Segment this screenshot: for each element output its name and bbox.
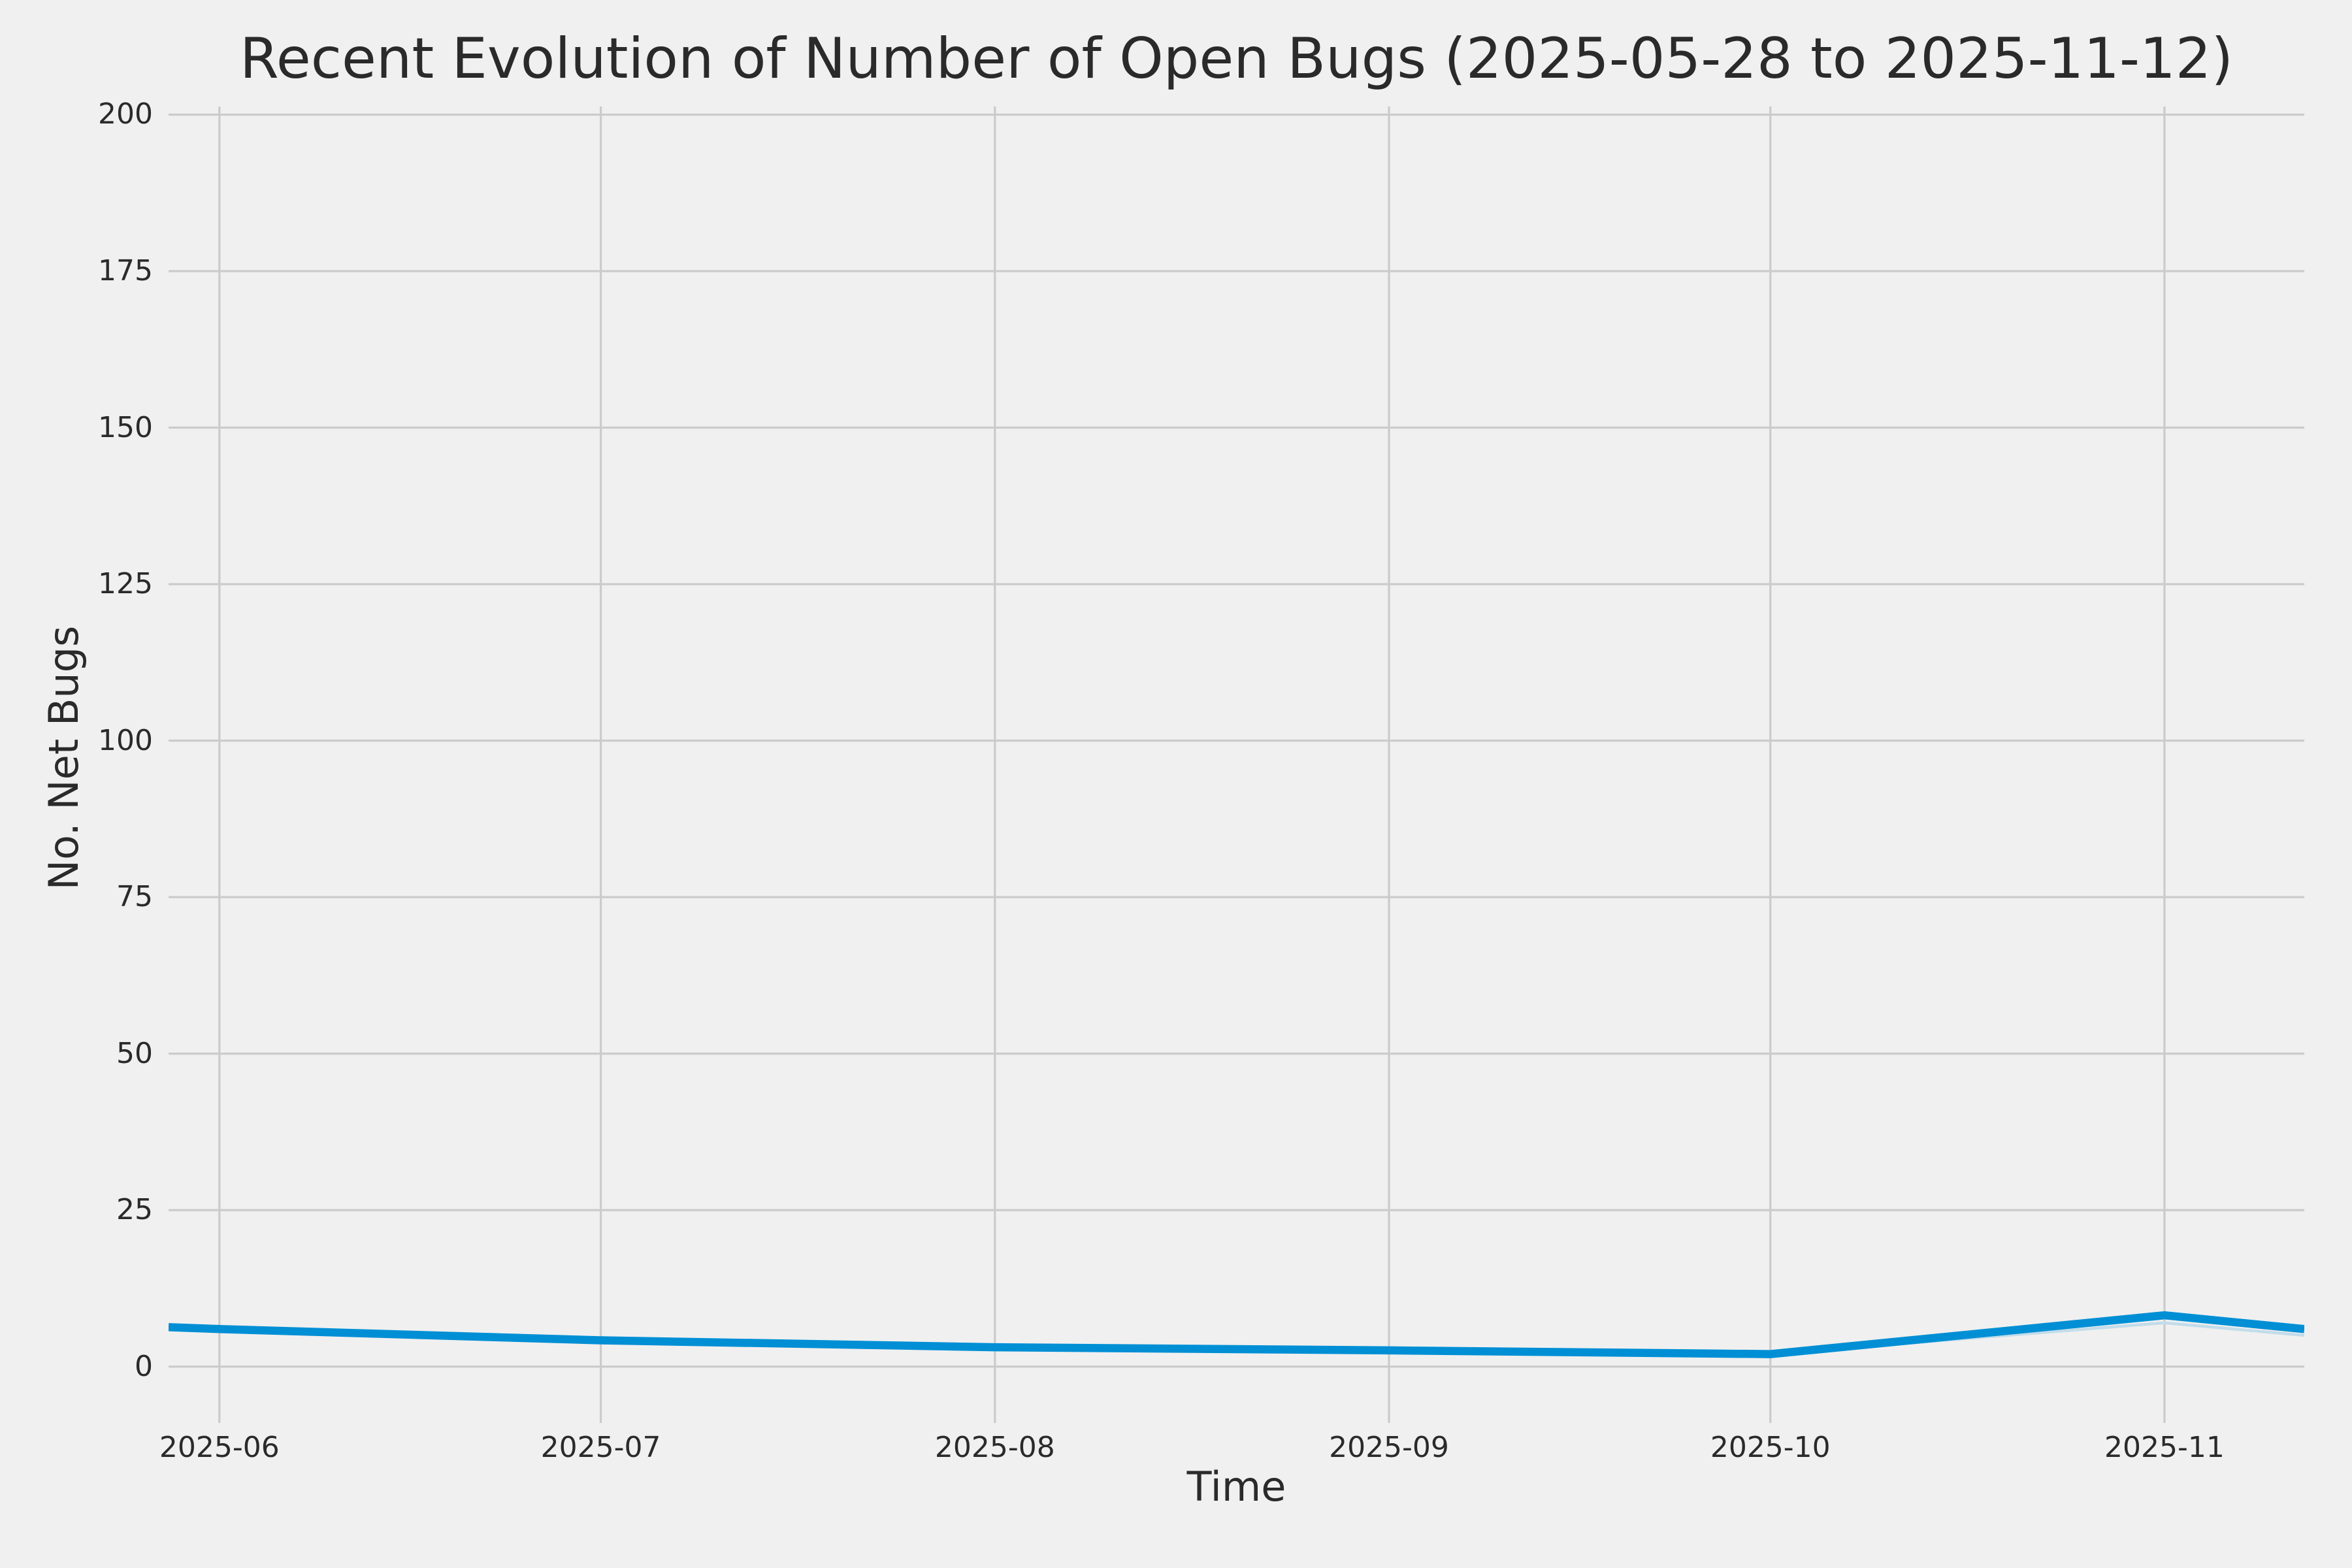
x-tick-label-2025-10: 2025-10 bbox=[1710, 1431, 1831, 1464]
vertical-gridlines bbox=[218, 106, 2166, 1423]
x-tick-label-2025-11: 2025-11 bbox=[2104, 1431, 2225, 1464]
x-tick-label-2025-06: 2025-06 bbox=[159, 1431, 280, 1464]
y-tick-label-25: 25 bbox=[116, 1193, 153, 1227]
x-tick-label-2025-09: 2025-09 bbox=[1329, 1431, 1449, 1464]
y-tick-label-200: 200 bbox=[98, 97, 153, 131]
line-series-group bbox=[169, 1311, 2304, 1358]
x-axis-label: Time bbox=[1186, 1463, 1286, 1511]
y-tick-label-100: 100 bbox=[98, 723, 153, 757]
y-tick-label-150: 150 bbox=[98, 410, 153, 444]
chart-title: Recent Evolution of Number of Open Bugs … bbox=[239, 26, 2234, 91]
y-tick-label-0: 0 bbox=[135, 1349, 153, 1383]
x-tick-label-2025-08: 2025-08 bbox=[934, 1431, 1055, 1464]
y-tick-label-125: 125 bbox=[98, 567, 153, 601]
y-axis-label: No. Net Bugs bbox=[40, 625, 88, 890]
x-tick-label-2025-07: 2025-07 bbox=[540, 1431, 661, 1464]
y-tick-label-175: 175 bbox=[98, 253, 153, 287]
horizontal-gridlines bbox=[169, 113, 2304, 1368]
series-line-open-bugs bbox=[169, 1311, 2304, 1358]
y-tick-label-75: 75 bbox=[116, 880, 153, 914]
y-tick-label-50: 50 bbox=[116, 1036, 153, 1070]
